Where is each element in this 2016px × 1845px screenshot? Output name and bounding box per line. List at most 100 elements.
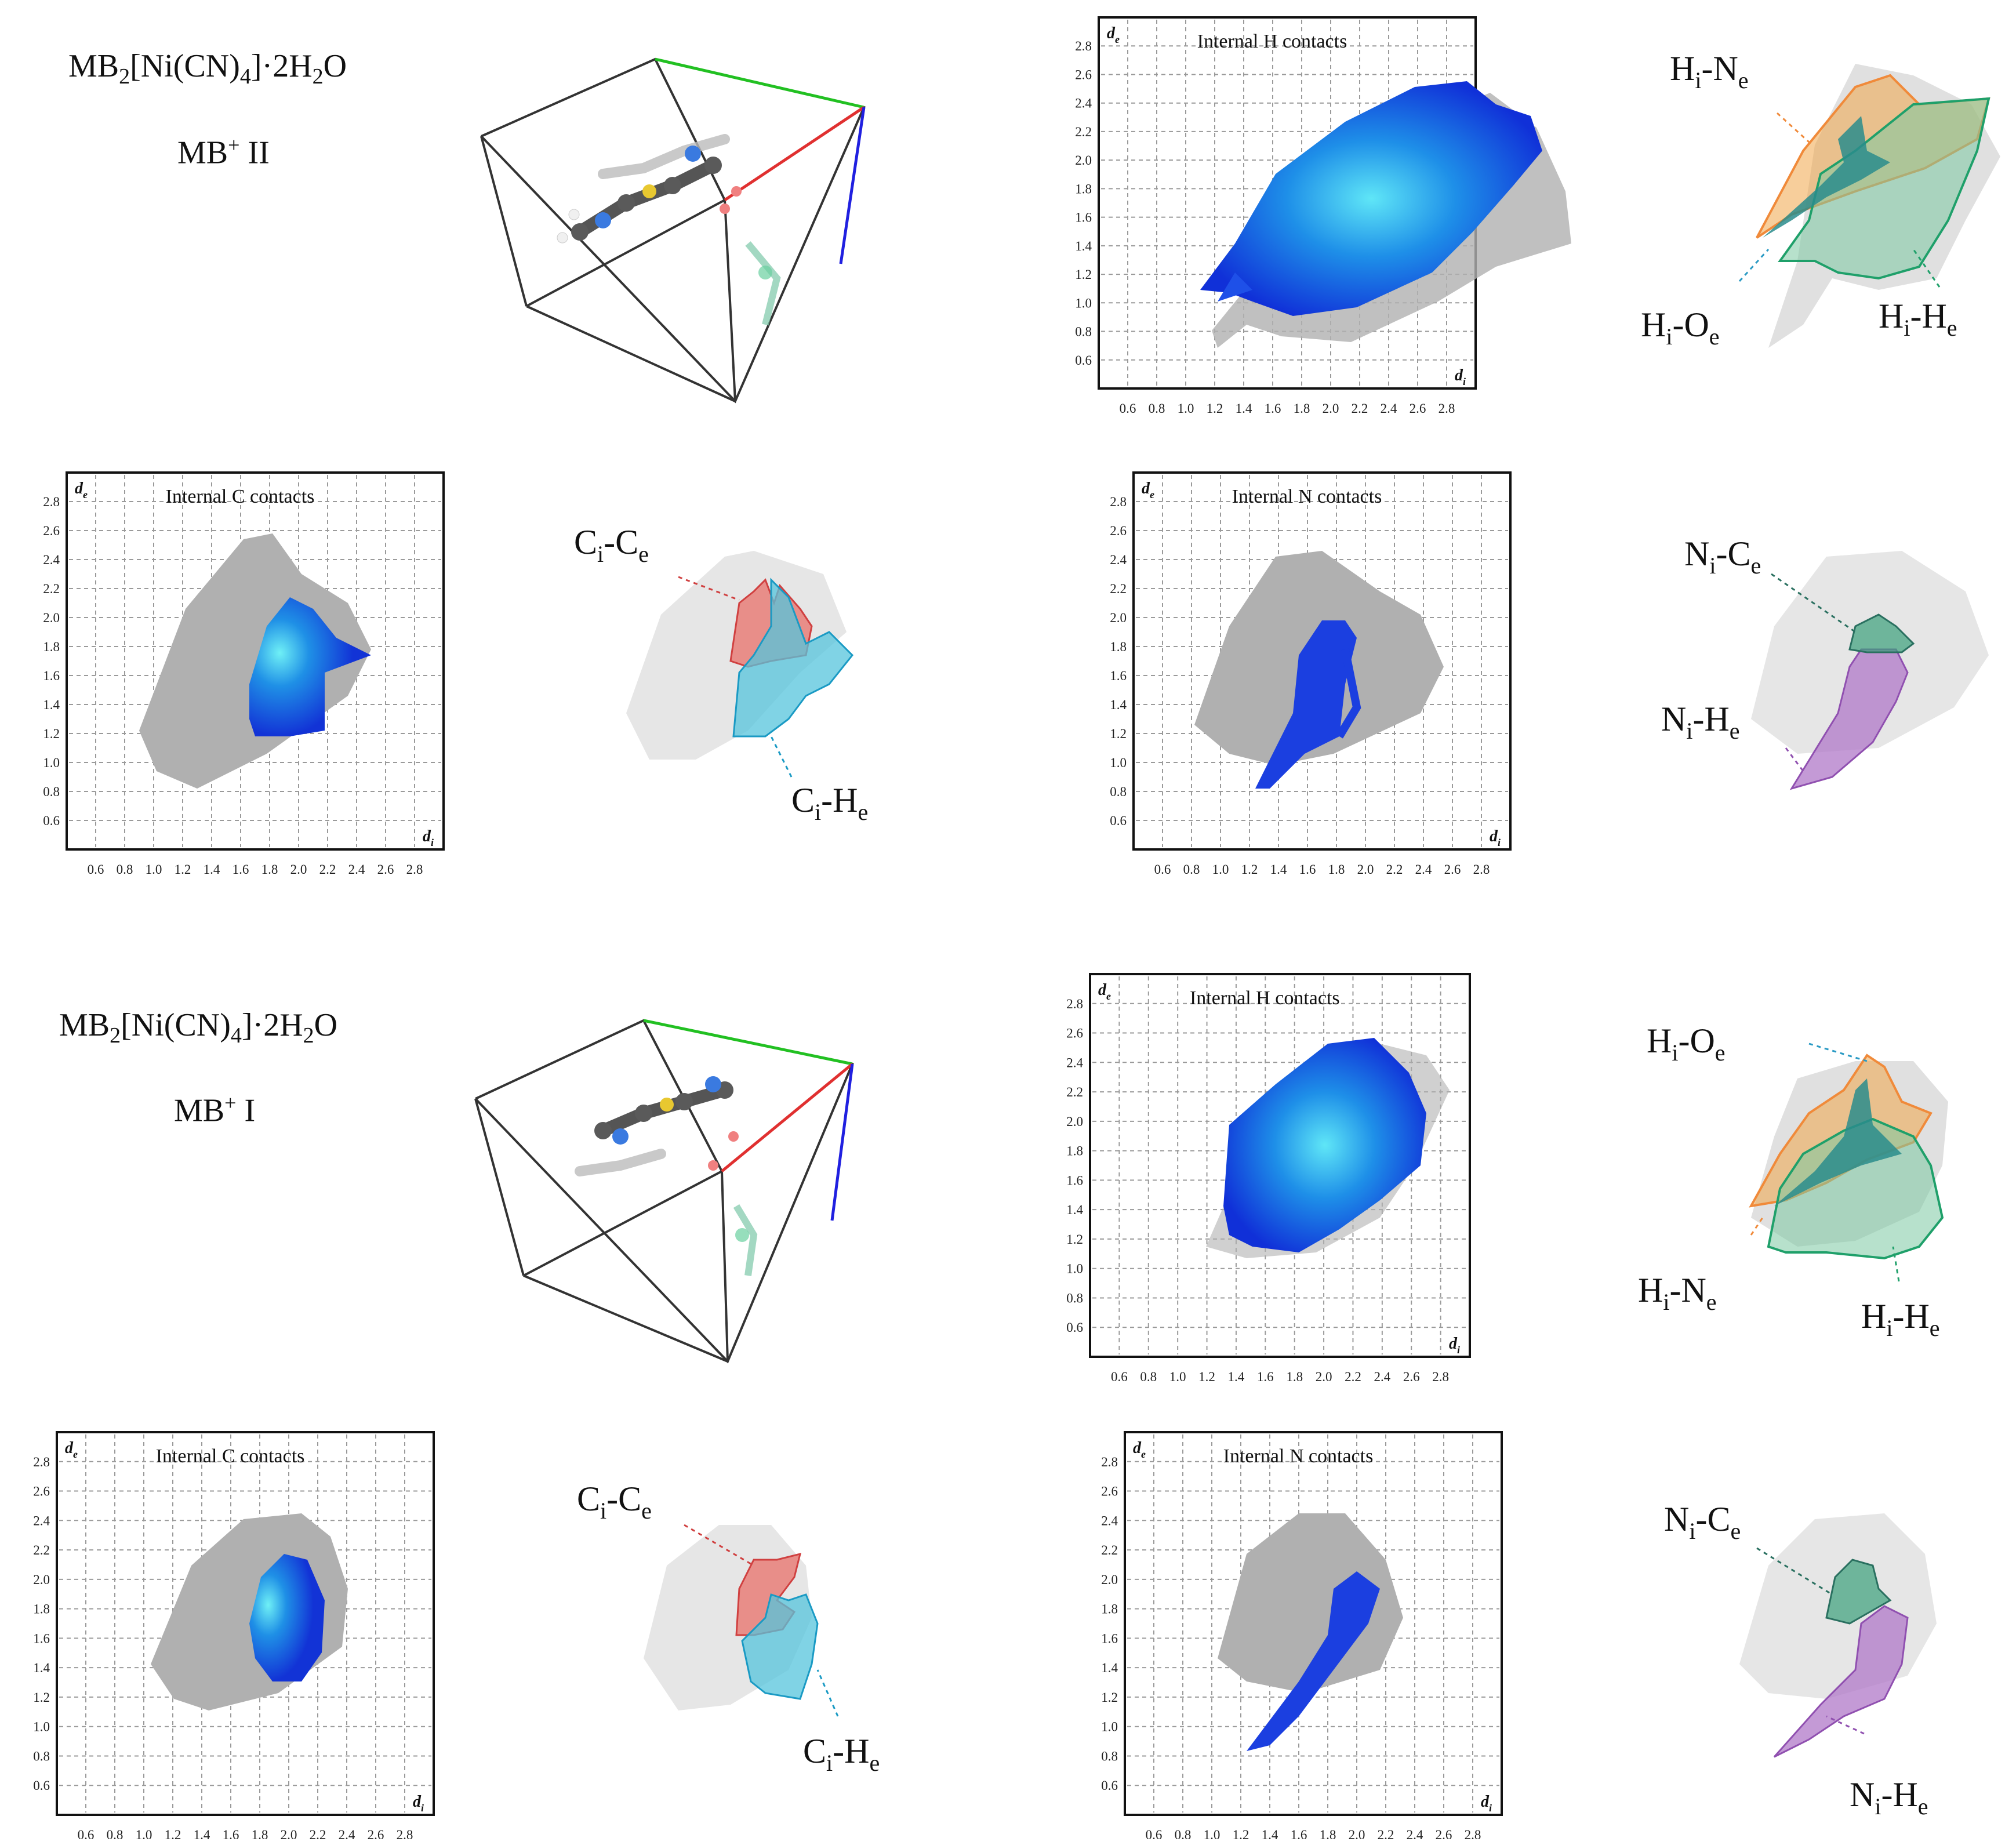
x-tick-label: 0.8 — [107, 1828, 123, 1842]
x-tick-label: 2.2 — [1352, 401, 1368, 416]
y-tick-label: 1.4 — [33, 1661, 50, 1675]
x-tick-label: 1.8 — [1286, 1370, 1303, 1384]
contact-labels: Hi-Ne Hi-Oe Hi-He Ci-Ce Ci-He Ni-Ce Ni-H… — [574, 49, 1957, 1819]
x-tick-label: 2.4 — [1381, 401, 1397, 416]
label-hi-oe-row1: Hi-Oe — [1641, 306, 1720, 350]
y-tick-label: 1.8 — [43, 640, 60, 654]
label-hi-ne-row1: Hi-Ne — [1670, 49, 1749, 93]
x-tick-label: 1.0 — [136, 1828, 152, 1842]
x-tick-label: 2.4 — [348, 862, 365, 877]
fingerprint-c-row1 — [139, 533, 371, 789]
y-tick-label: 1.4 — [43, 698, 60, 712]
x-tick-label: 2.0 — [281, 1828, 297, 1842]
plot-title: Internal C contacts — [166, 486, 315, 507]
y-tick-label: 1.4 — [1110, 698, 1127, 712]
x-tick-label: 2.8 — [1439, 401, 1455, 416]
y-tick-label: 1.0 — [33, 1720, 50, 1734]
compound-title-row1: MB2[Ni(CN)4]·2H2O — [68, 48, 347, 89]
y-tick-label: 1.0 — [1075, 296, 1092, 310]
y-tick-label: 2.8 — [1101, 1455, 1118, 1469]
y-tick-label: 1.6 — [1075, 210, 1092, 225]
x-tick-label: 1.6 — [1265, 401, 1281, 416]
y-tick-label: 2.6 — [33, 1484, 50, 1499]
x-tick-label: 1.4 — [1228, 1370, 1245, 1384]
x-tick-label: 1.6 — [1299, 862, 1316, 877]
y-tick-label: 1.4 — [1075, 239, 1092, 253]
x-tick-label: 1.2 — [175, 862, 191, 877]
decomposed-c-contacts-row2 — [644, 1525, 819, 1710]
x-tick-label: 2.6 — [368, 1828, 384, 1842]
cell-axis-c — [839, 107, 866, 264]
y-tick-label: 2.8 — [1066, 997, 1083, 1011]
decomposed-h-contacts-row1 — [1756, 64, 2000, 348]
x-tick-label: 1.8 — [252, 1828, 268, 1842]
y-tick-label: 1.2 — [1066, 1232, 1083, 1247]
y-tick-label: 2.6 — [1110, 524, 1127, 538]
y-tick-label: 0.8 — [1101, 1749, 1118, 1763]
y-tick-label: 2.0 — [1101, 1572, 1118, 1587]
x-tick-label: 1.2 — [165, 1828, 181, 1842]
x-tick-label: 2.8 — [1465, 1828, 1481, 1842]
x-tick-label: 1.2 — [1198, 1370, 1215, 1384]
y-tick-label: 2.4 — [33, 1513, 50, 1528]
y-tick-label: 0.8 — [1110, 785, 1127, 799]
label-hi-ne-row2: Hi-Ne — [1638, 1271, 1717, 1315]
x-tick-label: 0.6 — [1154, 862, 1171, 877]
plot-title: Internal C contacts — [156, 1446, 305, 1467]
x-tick-label: 0.6 — [88, 862, 104, 877]
y-tick-label: 2.2 — [1066, 1085, 1083, 1099]
x-tick-label: 2.0 — [1316, 1370, 1332, 1384]
x-tick-label: 2.6 — [1436, 1828, 1452, 1842]
y-tick-label: 2.2 — [1110, 582, 1127, 596]
y-tick-label: 0.6 — [1066, 1320, 1083, 1335]
cation-form-label-row2: MB+ I — [174, 1091, 256, 1129]
y-tick-label: 2.4 — [1110, 553, 1127, 567]
label-ni-ce-row1: Ni-Ce — [1684, 535, 1761, 579]
y-tick-label: 1.6 — [1101, 1631, 1118, 1646]
x-tick-label: 2.8 — [1432, 1370, 1449, 1384]
x-tick-label: 2.6 — [1403, 1370, 1420, 1384]
y-tick-label: 0.6 — [43, 813, 60, 828]
y-tick-label: 0.8 — [43, 785, 60, 799]
cell-axis-a — [655, 57, 864, 109]
y-tick-label: 1.8 — [1101, 1602, 1118, 1617]
x-tick-label: 2.6 — [1410, 401, 1426, 416]
label-ci-ce-row2: Ci-Ce — [577, 1480, 652, 1524]
plot-title: Internal N contacts — [1223, 1446, 1374, 1467]
x-tick-label: 1.4 — [1262, 1828, 1278, 1842]
y-tick-label: 0.8 — [1075, 325, 1092, 339]
x-tick-label: 1.2 — [1207, 401, 1223, 416]
y-tick-label: 1.0 — [1110, 756, 1127, 770]
x-tick-label: 1.2 — [1233, 1828, 1249, 1842]
fingerprint-c-row2 — [151, 1513, 348, 1710]
decomposed-n-contacts-row2 — [1739, 1513, 1937, 1758]
y-tick-label: 1.0 — [43, 756, 60, 770]
label-ni-ce-row2: Ni-Ce — [1664, 1500, 1741, 1544]
x-tick-label: 2.4 — [1374, 1370, 1390, 1384]
x-tick-label: 1.0 — [1212, 862, 1229, 877]
x-tick-label: 1.0 — [1169, 1370, 1186, 1384]
x-tick-label: 2.0 — [1357, 862, 1374, 877]
y-tick-label: 2.8 — [43, 495, 60, 509]
y-tick-label: 1.0 — [1066, 1262, 1083, 1276]
x-tick-label: 2.8 — [397, 1828, 413, 1842]
y-tick-label: 2.0 — [43, 611, 60, 625]
x-tick-label: 0.8 — [1149, 401, 1165, 416]
label-ci-he-row1: Ci-He — [791, 781, 868, 825]
x-tick-label: 0.6 — [1120, 401, 1136, 416]
x-tick-label: 0.6 — [78, 1828, 95, 1842]
y-tick-label: 2.6 — [1066, 1026, 1083, 1041]
x-tick-label: 0.8 — [117, 862, 133, 877]
y-tick-label: 1.8 — [33, 1602, 50, 1617]
y-tick-label: 1.8 — [1110, 640, 1127, 654]
unit-cell-mb-i — [474, 1019, 854, 1364]
y-tick-label: 2.8 — [33, 1455, 50, 1469]
y-tick-label: 2.0 — [33, 1572, 50, 1587]
label-hi-he-row1: Hi-He — [1879, 297, 1957, 341]
y-tick-label: 2.8 — [1110, 495, 1127, 509]
y-tick-label: 2.0 — [1110, 611, 1127, 625]
x-tick-label: 2.0 — [1349, 1828, 1365, 1842]
y-tick-label: 2.6 — [1101, 1484, 1118, 1499]
cation-form-label-row1: MB+ II — [177, 133, 270, 171]
